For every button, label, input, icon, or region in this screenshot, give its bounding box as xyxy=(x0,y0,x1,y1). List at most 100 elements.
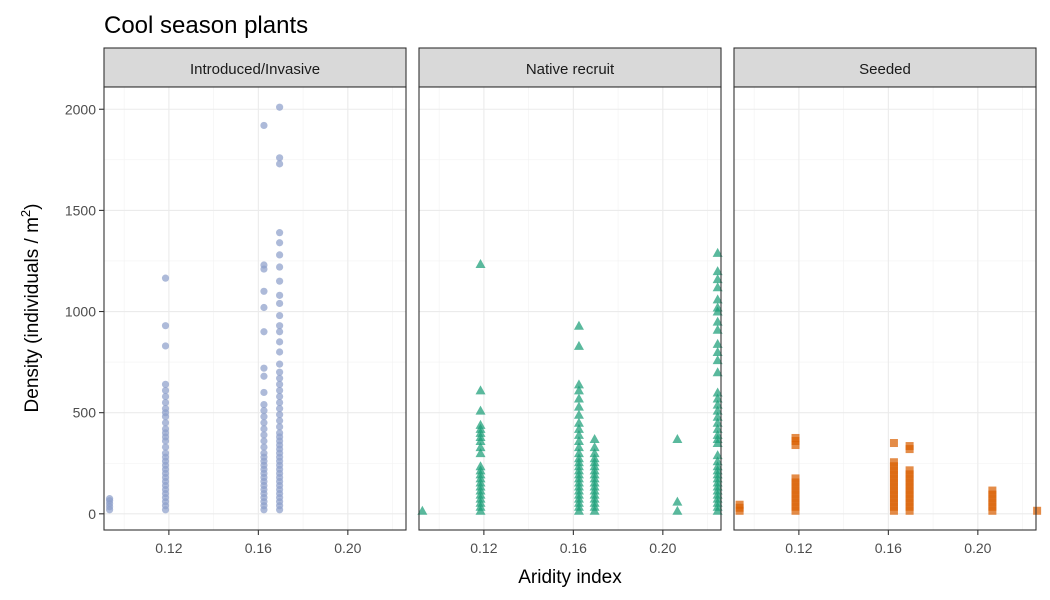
facet-strip-label: Introduced/Invasive xyxy=(190,61,320,78)
data-point xyxy=(260,437,268,445)
data-point xyxy=(791,506,800,515)
data-point xyxy=(791,478,800,487)
data-point xyxy=(712,393,723,403)
data-point xyxy=(276,103,284,111)
data-point xyxy=(889,486,898,495)
data-point xyxy=(889,506,898,515)
data-point xyxy=(712,417,723,427)
data-point xyxy=(276,429,284,437)
data-point xyxy=(712,316,723,326)
data-point xyxy=(573,385,584,395)
data-point xyxy=(889,502,898,511)
facet-panels: Introduced/Invasive Native recruit Seeded xyxy=(103,47,1042,531)
data-point xyxy=(276,251,284,259)
data-point xyxy=(889,474,898,483)
data-point xyxy=(589,433,600,443)
data-point xyxy=(712,324,723,334)
data-point xyxy=(672,433,683,443)
point-series xyxy=(735,433,1042,515)
data-point xyxy=(905,482,914,491)
data-point xyxy=(260,419,268,427)
data-point xyxy=(260,425,268,433)
panel-border xyxy=(733,86,1037,531)
x-tick-label: 0.16 xyxy=(875,540,902,556)
data-point xyxy=(276,263,284,271)
data-point xyxy=(573,429,584,439)
data-point xyxy=(791,502,800,511)
data-point xyxy=(791,494,800,503)
data-point xyxy=(276,380,284,388)
data-point xyxy=(791,433,800,442)
data-point xyxy=(791,498,800,507)
y-tick-label: 1000 xyxy=(65,304,96,320)
data-point xyxy=(988,506,997,515)
data-point xyxy=(791,486,800,495)
data-point xyxy=(712,423,723,433)
data-point xyxy=(276,368,284,376)
data-point xyxy=(260,400,268,409)
data-point xyxy=(889,482,898,491)
facet-panel-1: Native recruit xyxy=(417,47,723,531)
y-axis: 0 500 1000 1500 2000 xyxy=(65,101,104,522)
data-point xyxy=(475,405,486,415)
data-point xyxy=(889,466,898,475)
data-point xyxy=(988,498,997,507)
data-point xyxy=(889,439,898,448)
data-point xyxy=(905,466,914,475)
facet-strip-label: Native recruit xyxy=(526,61,615,78)
facet-strip xyxy=(418,47,722,88)
data-point xyxy=(889,478,898,487)
data-point xyxy=(712,294,723,304)
data-point xyxy=(276,229,284,237)
data-point xyxy=(712,367,723,377)
data-point xyxy=(161,405,170,413)
data-point xyxy=(791,490,800,499)
point-series xyxy=(105,103,284,514)
y-axis-title-superscript: 2 xyxy=(18,210,33,217)
data-point xyxy=(276,291,284,299)
data-point xyxy=(276,417,284,425)
data-point xyxy=(905,494,914,503)
data-point xyxy=(889,494,898,503)
y-axis-title: Density (individuals / m2) xyxy=(18,204,43,413)
data-point xyxy=(589,448,600,458)
data-point xyxy=(712,387,723,397)
data-point xyxy=(712,247,723,257)
y-tick-label: 1500 xyxy=(65,202,96,218)
y-axis-title-close: ) xyxy=(22,204,43,210)
data-point xyxy=(905,486,914,495)
facet-strip xyxy=(733,47,1037,88)
data-point xyxy=(276,277,284,285)
x-tick-label: 0.12 xyxy=(155,540,182,556)
data-point xyxy=(260,372,268,380)
panel-background xyxy=(734,87,1036,530)
data-point xyxy=(161,274,170,282)
data-point xyxy=(260,303,268,312)
data-point xyxy=(161,449,170,457)
data-point xyxy=(712,399,723,409)
data-point xyxy=(276,411,284,419)
data-point xyxy=(905,442,914,451)
data-point xyxy=(791,474,800,483)
data-point xyxy=(161,386,170,395)
data-point xyxy=(712,338,723,348)
data-point xyxy=(276,239,284,247)
data-point xyxy=(791,482,800,491)
panel-border xyxy=(103,86,407,531)
x-tick-label: 0.12 xyxy=(785,540,812,556)
data-point xyxy=(712,346,723,356)
data-point xyxy=(260,431,268,439)
data-point xyxy=(712,282,723,292)
data-point xyxy=(712,429,723,439)
data-point xyxy=(905,478,914,487)
facet-strip-label: Seeded xyxy=(859,61,911,78)
data-point xyxy=(161,342,170,350)
data-point xyxy=(105,495,114,503)
data-point xyxy=(791,441,800,450)
x-axis: 0.12 0.16 0.20 0.12 0.16 0.20 0.12 0.16 0.20 xyxy=(155,530,992,556)
y-tick-label: 2000 xyxy=(65,101,96,117)
data-point xyxy=(905,506,914,515)
data-point xyxy=(905,474,914,483)
data-point xyxy=(276,405,284,413)
data-point xyxy=(712,450,723,460)
